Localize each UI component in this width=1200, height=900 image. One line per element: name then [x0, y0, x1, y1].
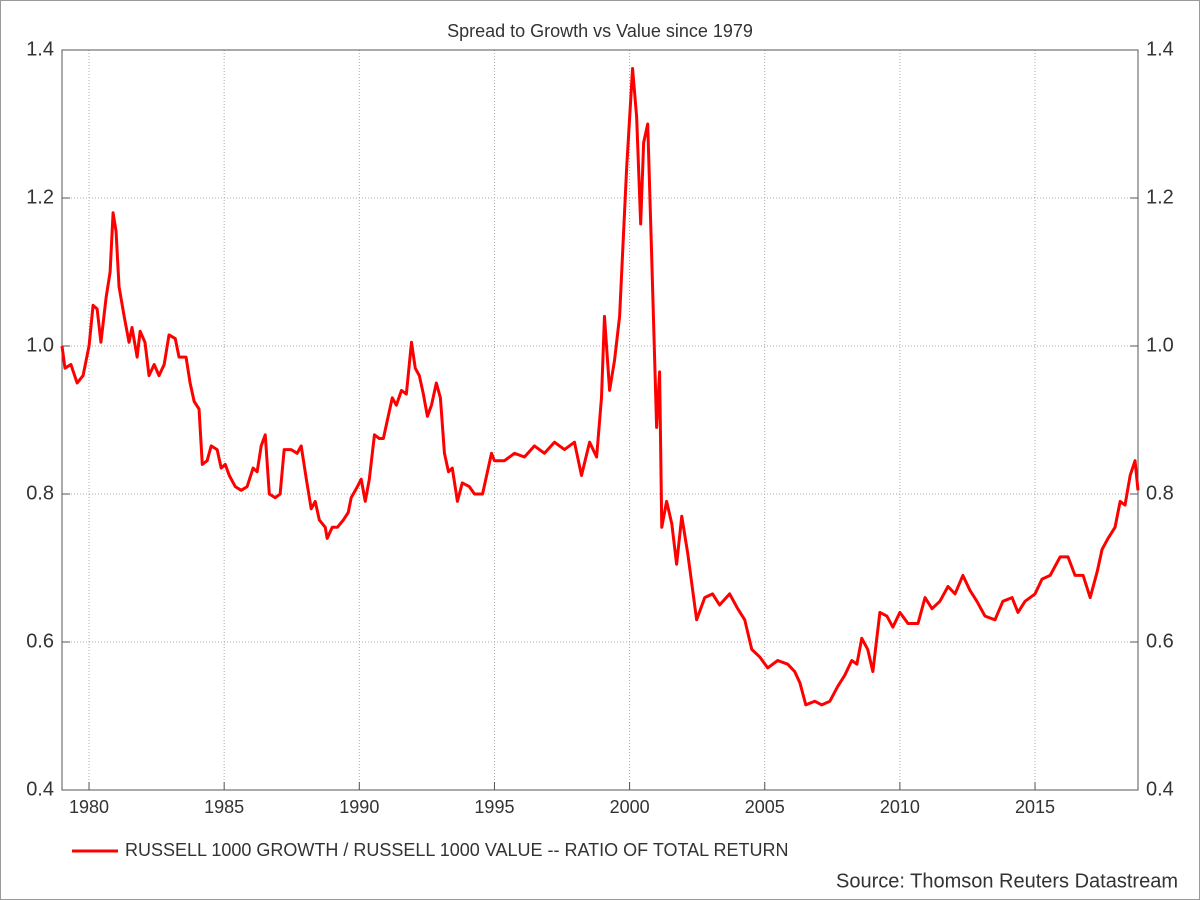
y-tick-label: 1.0: [26, 334, 54, 356]
legend-label: RUSSELL 1000 GROWTH / RUSSELL 1000 VALUE…: [125, 840, 789, 860]
y-tick-label: 0.4: [26, 778, 54, 800]
y2-tick-label: 1.0: [1146, 334, 1174, 356]
x-tick-label: 1995: [474, 797, 514, 817]
x-tick-label: 2015: [1015, 797, 1055, 817]
x-tick-label: 2005: [745, 797, 785, 817]
y-tick-label: 0.6: [26, 630, 54, 652]
chart-title: Spread to Growth vs Value since 1979: [447, 21, 753, 41]
y-tick-label: 0.8: [26, 482, 54, 504]
source-note: Source: Thomson Reuters Datastream: [836, 870, 1178, 892]
y2-tick-label: 0.8: [1146, 482, 1174, 504]
y2-tick-label: 1.4: [1146, 38, 1174, 60]
y2-tick-label: 0.4: [1146, 778, 1174, 800]
x-tick-label: 1980: [69, 797, 109, 817]
x-tick-label: 1985: [204, 797, 244, 817]
data-line: [60, 67, 1140, 707]
x-tick-label: 1990: [339, 797, 379, 817]
y-tick-label: 1.2: [26, 186, 54, 208]
plot-area: [61, 49, 1139, 791]
y2-tick-label: 1.2: [1146, 186, 1174, 208]
x-tick-label: 2000: [610, 797, 650, 817]
y-tick-label: 1.4: [26, 38, 54, 60]
x-tick-label: 2010: [880, 797, 920, 817]
y2-tick-label: 0.6: [1146, 630, 1174, 652]
